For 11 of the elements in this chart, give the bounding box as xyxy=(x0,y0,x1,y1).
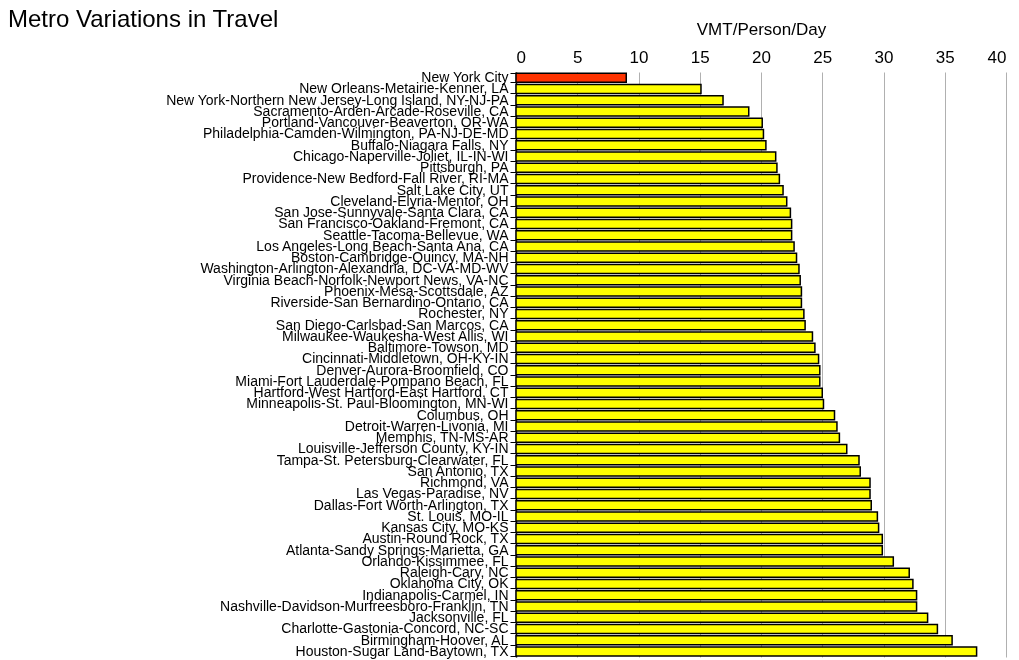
x-tick-label: 15 xyxy=(690,47,710,67)
x-tick-label: 20 xyxy=(752,47,771,67)
x-axis-title: VMT/Person/Day xyxy=(696,19,827,39)
x-tick-label: 10 xyxy=(629,47,649,67)
x-tick-label: 0 xyxy=(516,47,526,67)
x-tick-label: 25 xyxy=(813,47,833,67)
x-tick-label: 30 xyxy=(874,47,894,67)
x-tick-label: 40 xyxy=(987,47,1007,67)
text: Metro Variations in Travel xyxy=(8,5,279,32)
x-tick-label: 35 xyxy=(935,47,955,67)
x-tick-label: 5 xyxy=(573,47,583,67)
